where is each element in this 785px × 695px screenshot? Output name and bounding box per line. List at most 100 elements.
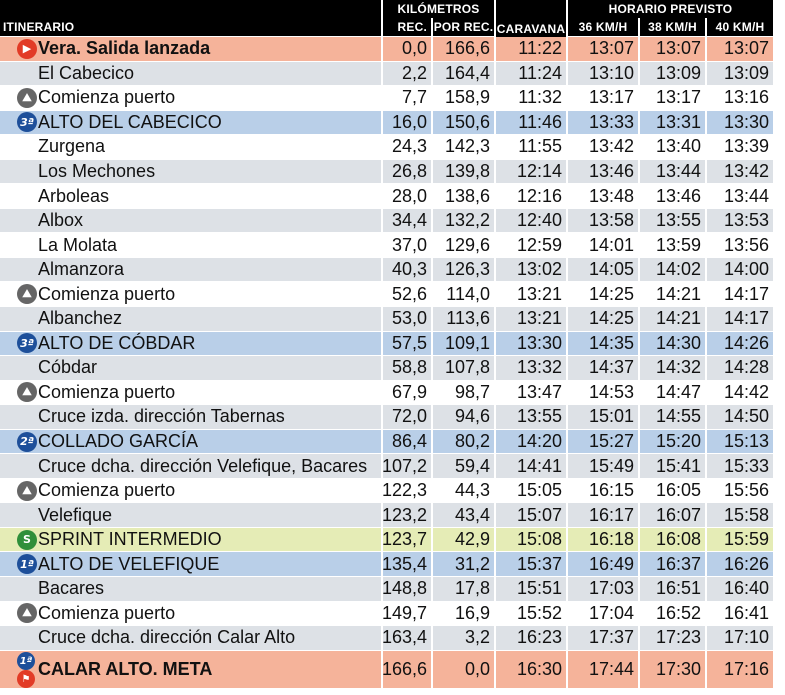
rec-cell: 58,8 [391, 357, 427, 378]
rec-cell: 123,2 [381, 504, 427, 525]
caravana-cell: 11:22 [518, 38, 562, 59]
column-divider [566, 135, 568, 159]
por-rec-cell: 17,8 [454, 578, 490, 599]
column-divider [431, 233, 433, 257]
column-divider [566, 257, 568, 282]
column-divider [566, 478, 568, 503]
column-divider [705, 405, 707, 429]
por-rec-cell: 142,3 [444, 136, 490, 157]
time-36-cell: 16:18 [588, 529, 634, 550]
column-divider [566, 454, 568, 478]
time-40-cell: 13:53 [723, 210, 769, 231]
location-name: ALTO DE CÓBDAR [38, 332, 196, 353]
time-38-cell: 14:02 [655, 259, 701, 280]
location-name: Vera. Salida lanzada [38, 38, 211, 59]
time-36-cell: 15:49 [588, 455, 634, 476]
column-divider [381, 454, 383, 478]
time-40-cell: 14:17 [723, 308, 769, 329]
table-row: ▶ Vera. Salida lanzada 0,0 166,6 11:22 13:07 1… [0, 37, 773, 62]
time-38-cell: 16:05 [655, 480, 701, 501]
por-rec-cell: 31,2 [454, 553, 490, 574]
column-divider [705, 331, 707, 356]
time-36-cell: 14:53 [588, 381, 634, 402]
time-40-cell: 13:07 [723, 38, 769, 59]
caravana-cell: 13:30 [516, 332, 562, 353]
column-divider [381, 159, 383, 184]
column-divider [381, 405, 383, 429]
time-38-cell: 13:17 [655, 87, 701, 108]
caravana-cell: 14:41 [516, 455, 562, 476]
caravana-cell: 16:30 [516, 658, 562, 679]
time-36-cell: 16:15 [588, 480, 634, 501]
time-40-cell: 16:40 [723, 578, 769, 599]
column-divider [381, 478, 383, 503]
time-36-cell: 16:17 [588, 504, 634, 525]
time-38-cell: 14:47 [655, 381, 701, 402]
time-38-cell: 14:21 [655, 308, 701, 329]
column-divider [431, 159, 433, 184]
column-divider [431, 257, 433, 282]
rec-cell: 16,0 [391, 111, 427, 132]
rec-cell: 26,8 [391, 161, 427, 181]
location-name: Comienza puerto [38, 480, 176, 501]
por-rec-cell: 80,2 [454, 431, 490, 452]
location-name: COLLADO GARCÍA [38, 431, 199, 452]
time-38-cell: 13:31 [655, 111, 701, 132]
rec-cell: 122,3 [381, 480, 427, 501]
table-row: Arboleas 28,0 138,6 12:16 13:48 13:46 13:44 [0, 184, 773, 209]
caravana-cell: 15:05 [516, 480, 562, 501]
caravana-cell: 13:55 [516, 406, 562, 427]
category-badge-icon: 3ª [17, 333, 37, 354]
kmh40-header: 40 KM/H [707, 18, 773, 36]
column-divider [431, 454, 433, 478]
location-name: Cruce dcha. dirección Calar Alto [38, 627, 296, 648]
table-row: ⛰ Comienza puerto 149,7 16,9 15:52 17:04 16:52… [0, 601, 773, 627]
location-name: Cruce dcha. dirección Velefique, Bacares [38, 455, 368, 476]
rec-cell: 24,3 [391, 136, 427, 157]
time-38-cell: 13:59 [655, 234, 701, 255]
column-divider [381, 86, 383, 110]
time-40-cell: 17:10 [723, 627, 769, 648]
table-row: 2ª COLLADO GARCÍA 86,4 80,2 14:20 15:27 15:20 1… [0, 429, 773, 455]
column-divider [566, 331, 568, 356]
por-rec-cell: 59,4 [454, 455, 490, 476]
por-rec-cell: 150,6 [444, 111, 490, 132]
column-divider [431, 356, 433, 380]
column-divider [494, 282, 496, 307]
column-divider [494, 257, 496, 282]
rec-cell: 163,4 [381, 627, 427, 648]
rec-cell: 57,5 [391, 332, 427, 353]
time-40-cell: 13:09 [723, 62, 769, 83]
column-divider [705, 110, 707, 135]
time-38-cell: 13:55 [655, 210, 701, 231]
caravana-cell: 11:46 [518, 111, 562, 132]
column-divider [431, 208, 433, 233]
table-row: Cóbdar 58,8 107,8 13:32 14:37 14:32 14:28 [0, 356, 773, 381]
time-38-cell: 16:07 [655, 504, 701, 525]
caravana-cell: 13:47 [516, 381, 562, 402]
time-40-cell: 16:26 [723, 553, 769, 574]
rec-cell: 166,6 [381, 658, 427, 679]
por-rec-cell: 126,3 [444, 259, 490, 280]
time-40-cell: 14:42 [723, 381, 769, 402]
time-38-cell: 17:30 [655, 658, 701, 679]
caravana-cell: 11:55 [518, 136, 562, 157]
column-divider [566, 233, 568, 257]
time-40-cell: 13:30 [723, 111, 769, 132]
kmh36-header: 36 KM/H [568, 18, 638, 36]
caravana-cell: 13:32 [516, 357, 562, 378]
column-divider [638, 478, 640, 503]
location-name: Zurgena [38, 136, 106, 157]
column-divider [431, 429, 433, 454]
table-row: Los Mechones 26,8 139,8 12:14 13:46 13:44 13:4… [0, 159, 773, 185]
column-divider [494, 331, 496, 356]
column-divider [638, 135, 640, 159]
rec-cell: 72,0 [391, 406, 427, 427]
time-40-cell: 13:56 [723, 234, 769, 255]
time-38-cell: 16:51 [655, 578, 701, 599]
rec-cell: 53,0 [391, 308, 427, 329]
time-40-cell: 14:26 [723, 332, 769, 353]
column-divider [705, 61, 707, 86]
por-rec-cell: 42,9 [454, 529, 490, 550]
caravana-header: CARAVANA [496, 0, 566, 38]
